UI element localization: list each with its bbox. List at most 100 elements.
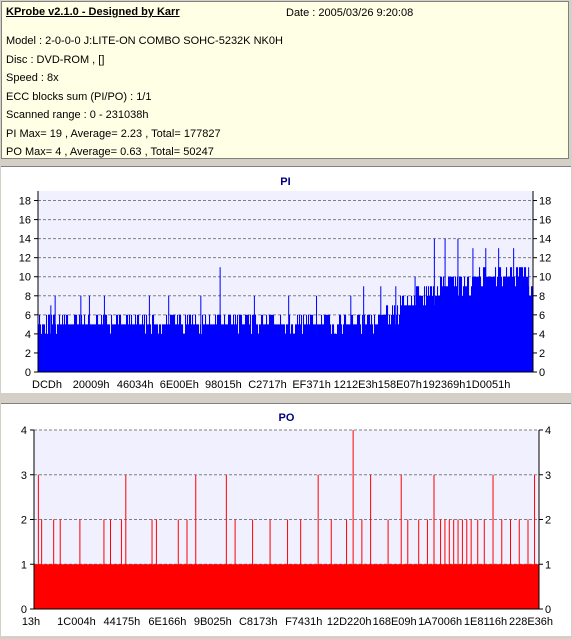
pi-bar [354,324,356,372]
pi-bar [183,333,185,372]
po-bar [140,564,142,609]
pi-bar [146,314,148,372]
pi-bar [299,314,301,372]
po-bar [112,564,114,609]
pi-bar [377,324,379,372]
po-bar [149,564,151,609]
po-bar [369,564,371,609]
po-bar [381,564,383,609]
po-bar [238,564,240,609]
pi-bar [92,324,94,372]
po-bar [356,564,358,609]
po-bar [479,564,481,609]
po-bar [285,564,287,609]
pi-bar [197,324,199,372]
po-bar [537,564,539,609]
pi-bar [293,333,295,372]
pi-bar [413,305,415,372]
pi-bar [495,267,497,372]
po-bar [503,564,505,609]
po-bar [490,564,492,609]
pi-bar [300,324,302,372]
po-bar [148,564,150,609]
info-ecc-blocks: ECC blocks sum (PI/PO) : 1/1 [6,91,152,103]
pi-bar [493,276,495,372]
po-bar [187,564,189,609]
po-bar [194,564,196,609]
po-bar [271,564,273,609]
po-bar [63,564,65,609]
po-bar [299,564,301,609]
po-bar [441,564,443,609]
po-bar [109,564,111,609]
po-bar [89,564,91,609]
pi-bar [84,314,86,372]
po-bar [154,564,156,609]
pi-bar [264,324,266,372]
po-bar [459,564,461,609]
pi-y-tick-label-right: 16 [539,215,551,227]
po-bar [509,564,511,609]
po-bar [157,564,159,609]
po-bar [434,564,436,609]
po-bar [153,564,155,609]
po-bar [319,564,321,609]
pi-bar [258,333,260,372]
po-bar [524,564,526,609]
po-bar [309,564,311,609]
po-bar [215,564,217,609]
po-bar [37,564,39,609]
pi-bar [177,314,179,372]
pi-bar [391,314,393,372]
pi-bar [175,324,177,372]
po-bar [245,564,247,609]
po-bar [160,564,162,609]
pi-bar [72,324,74,372]
po-bar [403,564,405,609]
po-bar [463,564,465,609]
po-bar [151,564,153,609]
po-bar [211,564,213,609]
pi-bar [279,324,281,372]
po-bar [45,564,47,609]
po-bar [87,564,89,609]
po-bar [262,564,264,609]
po-bar [421,564,423,609]
pi-bar [307,324,309,372]
pi-bar [476,276,478,372]
pi-bar [403,295,405,372]
pi-bar [150,324,152,372]
pi-bar [486,276,488,372]
po-bar [98,564,100,609]
pi-y-tick-label: 2 [25,348,31,360]
po-bar [100,564,102,609]
po-bar [352,564,354,609]
po-bar [96,564,98,609]
po-bar [396,564,398,609]
po-bar [456,564,458,609]
pi-bar [60,324,62,372]
pi-bar [471,286,473,372]
po-bar [161,564,163,609]
po-bar [345,564,347,609]
po-bar [493,564,495,609]
po-bar [306,564,308,609]
po-bar [64,564,66,609]
po-bar [263,564,265,609]
po-bar [172,564,174,609]
info-panel: KProbe v2.1.0 - Designed by Karr Date : … [1,1,569,159]
po-bar [372,564,374,609]
pi-bar [223,324,225,372]
pi-bar [217,314,219,372]
pi-bar [166,314,168,372]
pi-bar [411,295,413,372]
po-chart-title: PO [279,412,295,424]
po-bar [437,564,439,609]
po-bar [305,564,307,609]
pi-y-tick-label: 0 [25,367,31,379]
pi-y-tick-label: 18 [19,196,31,208]
po-bar [165,564,167,609]
pi-bar [97,314,99,372]
po-bar [506,564,508,609]
pi-bar [147,324,149,372]
